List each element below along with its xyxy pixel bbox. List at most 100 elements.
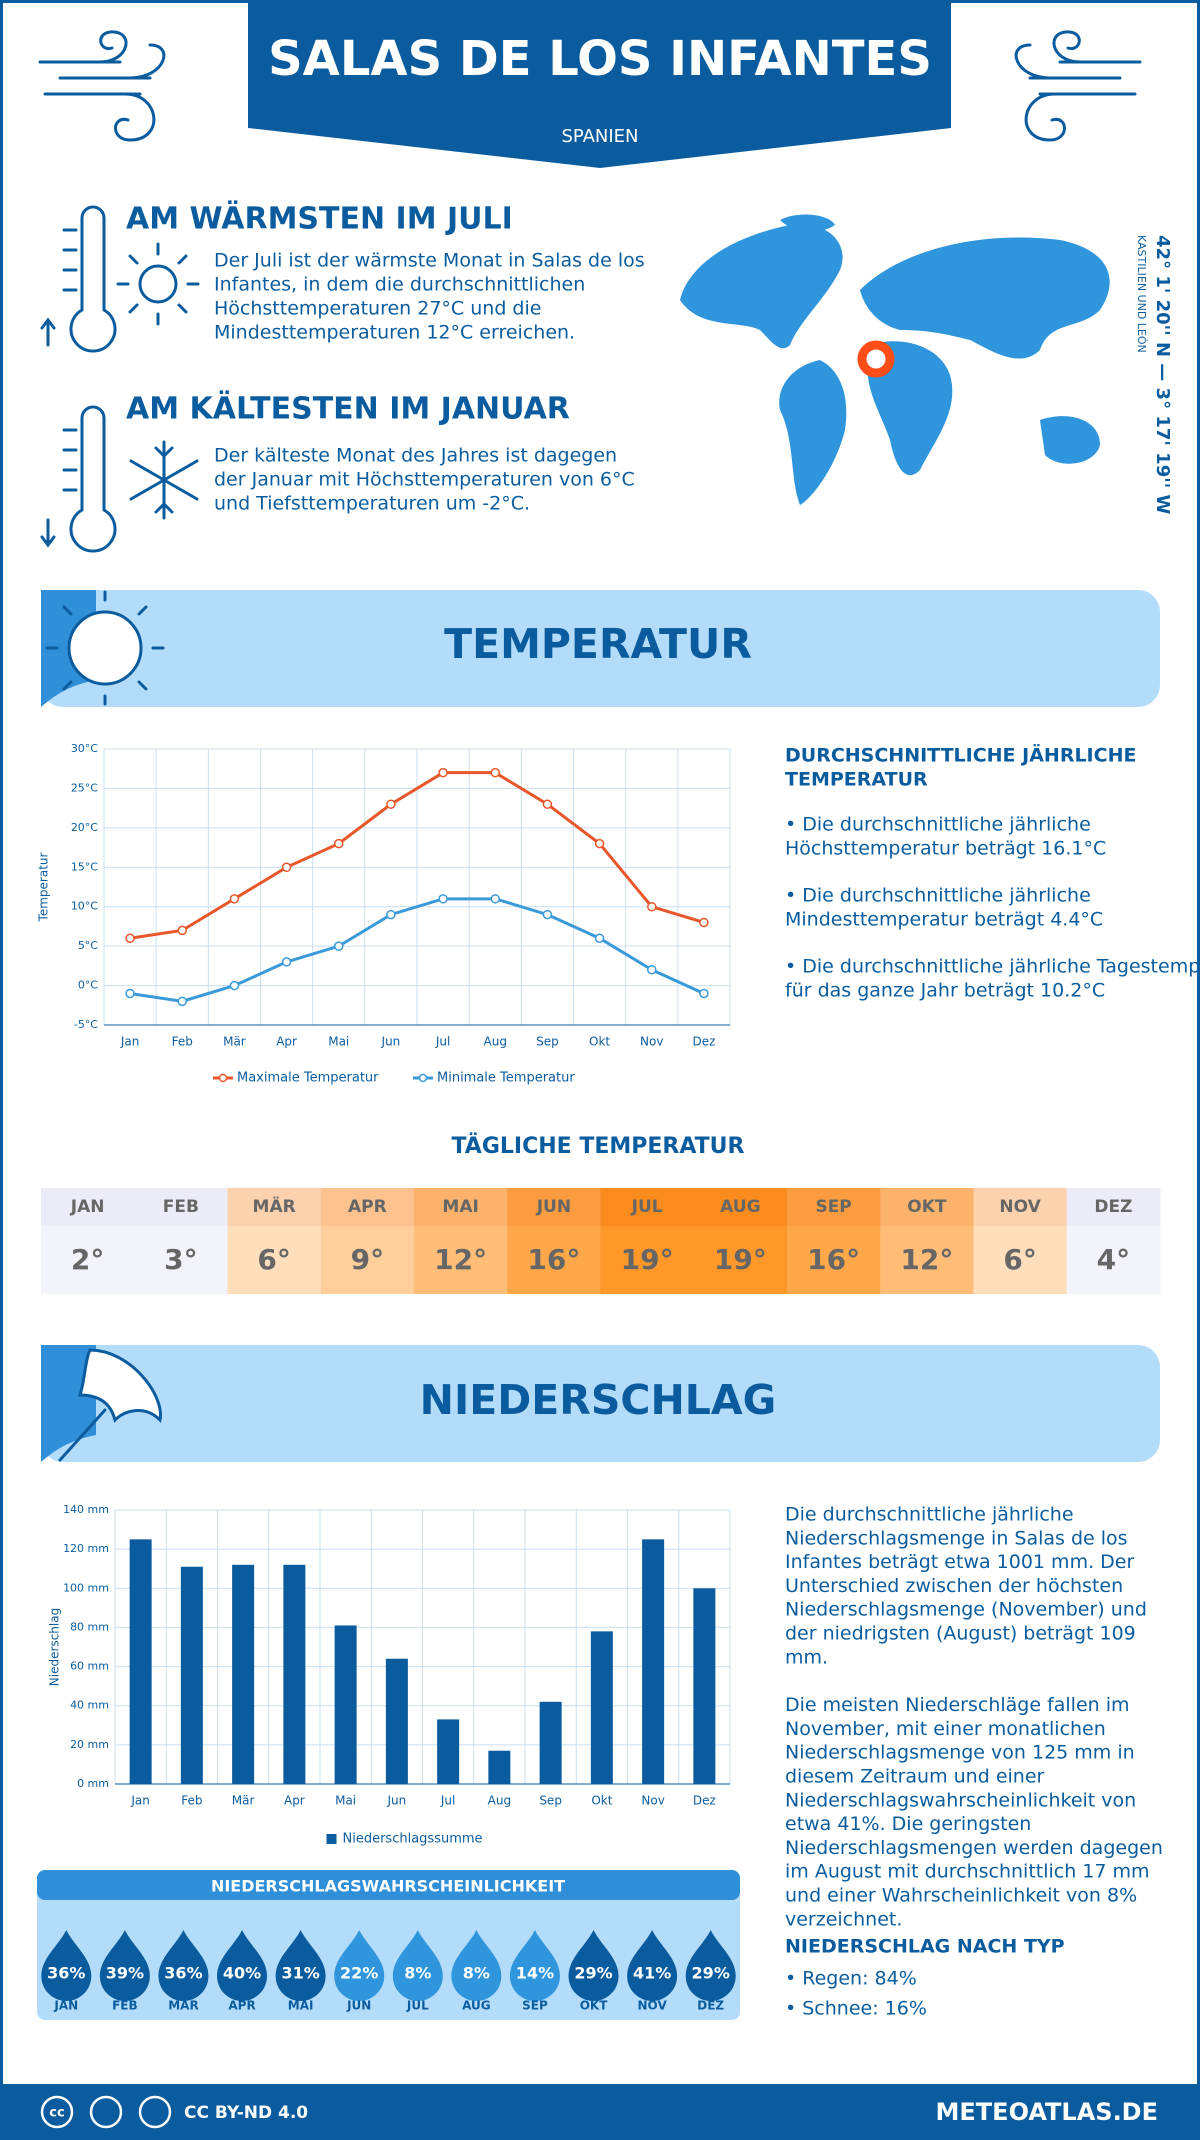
month-label: JUL (631, 1197, 663, 1217)
probability-drop (158, 1930, 209, 2001)
site: METEOATLAS.DE (936, 2098, 1158, 2126)
temp-cell-header (693, 1188, 788, 1226)
bullet-line: • Die durchschnittliche jährliche (785, 885, 1091, 907)
paragraph-line: im August mit durchschnittlich 17 mm (785, 1861, 1150, 1883)
x-tick-label: Okt (591, 1794, 612, 1808)
bar (437, 1719, 460, 1784)
temp-value: 4° (1097, 1243, 1130, 1276)
wind-icon-right (1014, 30, 1142, 142)
y-tick-label: 15°C (71, 860, 98, 873)
temp-cell-header (227, 1188, 322, 1226)
probability-title: NIEDERSCHLAGSWAHRSCHEINLICHKEIT (211, 1877, 565, 1896)
probability-drop (568, 1930, 619, 2001)
legend-swatch-point (418, 1073, 428, 1083)
cc-icon-text: cc (49, 2106, 64, 2121)
probability-drop (392, 1930, 443, 2001)
temp-value: 19° (621, 1243, 674, 1276)
point (229, 980, 240, 991)
x-tick-label: Jan (120, 1035, 140, 1049)
temp-cell (507, 1226, 601, 1294)
y-tick-label: 80 mm (70, 1620, 109, 1633)
probability-value: 41% (633, 1964, 671, 1983)
wind-icon-left (38, 30, 166, 142)
thermometer-cold-icon (40, 405, 199, 553)
month-label: NOV (999, 1197, 1041, 1217)
paragraph-line: diesem Zeitraum und einer (785, 1766, 1045, 1788)
point (542, 799, 553, 809)
temp-cell-header (880, 1188, 974, 1226)
paragraph-line: Infantes beträgt etwa 1001 mm. Der (785, 1551, 1134, 1573)
paragraph-line: der niedrigsten (August) beträgt 109 (785, 1623, 1136, 1645)
x-tick-label: Feb (181, 1794, 202, 1808)
y-tick-label: 20 mm (70, 1738, 109, 1751)
legend-label: Minimale Temperatur (437, 1071, 575, 1086)
y-tick-label: 120 mm (63, 1542, 109, 1555)
point (386, 799, 396, 809)
point (542, 909, 553, 920)
bullet-line: • Die durchschnittliche jährliche Tagest… (785, 956, 1200, 978)
bar (180, 1566, 203, 1784)
probability-drop (685, 1930, 736, 2001)
month-label: JUN (536, 1197, 571, 1217)
coordinates: 42° 1' 20'' N — 3° 17' 19'' W (1152, 235, 1173, 515)
x-tick-label: Feb (172, 1035, 193, 1049)
probability-drop (217, 1930, 268, 2001)
x-tick-label: Apr (284, 1794, 305, 1808)
x-tick-label: Mär (232, 1794, 255, 1808)
section-heading: NIEDERSCHLAG (420, 1376, 777, 1424)
probability-drop (41, 1930, 92, 2001)
temp-cell-header (41, 1188, 135, 1226)
point (699, 917, 709, 928)
section-heading: TEMPERATUR (444, 620, 752, 668)
x-tick-label: Okt (589, 1035, 610, 1049)
bar (283, 1564, 306, 1784)
bar (642, 1539, 665, 1784)
point (647, 901, 657, 912)
y-tick-label: 10°C (71, 900, 98, 913)
month-label: AUG (720, 1197, 760, 1217)
temp-value: 6° (1003, 1243, 1036, 1276)
probability-month: JUL (406, 1999, 429, 2013)
text-line: Der kälteste Monat des Jahres ist dagege… (214, 445, 617, 467)
temp-cell-header (414, 1188, 508, 1226)
y-tick-label: 0°C (78, 979, 98, 992)
point (125, 933, 135, 944)
y-tick-label: 20°C (71, 821, 98, 834)
paragraph-line: Niederschlagswahrscheinlichkeit von (785, 1789, 1136, 1811)
month-label: JAN (70, 1197, 105, 1217)
y-tick-label: 5°C (78, 939, 98, 952)
probability-drop (334, 1930, 385, 2001)
text-line: Mindesttemperaturen 12°C erreichen. (214, 322, 575, 344)
x-tick-label: Jun (381, 1035, 401, 1049)
paragraph-line: Unterschied zwischen der höchsten (785, 1575, 1123, 1597)
temp-cell (973, 1226, 1068, 1294)
probability-value: 40% (223, 1964, 261, 1983)
text-line: und Tiefsttemperaturen um -2°C. (214, 493, 530, 515)
temp-value: 12° (900, 1243, 953, 1276)
coldest-title: AM KÄLTESTEN IM JANUAR (126, 391, 570, 427)
x-tick-label: Sep (539, 1794, 562, 1808)
temp-value: 16° (527, 1243, 580, 1276)
temp-cell (693, 1226, 788, 1294)
paragraph-line: November, mit einer monatlichen (785, 1718, 1106, 1740)
probability-value: 36% (47, 1964, 85, 1983)
temp-cell (414, 1226, 508, 1294)
x-tick-label: Jul (435, 1035, 450, 1049)
x-tick-label: Mai (335, 1794, 356, 1808)
point (594, 933, 605, 944)
legend-label: Maximale Temperatur (237, 1071, 379, 1086)
text-line: Der Juli ist der wärmste Monat in Salas … (214, 250, 645, 272)
temp-cell-header (973, 1188, 1068, 1226)
probability-value: 8% (463, 1964, 490, 1983)
x-tick-label: Mär (223, 1035, 246, 1049)
x-tick-label: Sep (536, 1035, 559, 1049)
thermometer-warm-icon (40, 205, 200, 353)
sun-icon (45, 590, 165, 706)
bullet-line: • Die durchschnittliche jährliche (785, 814, 1091, 836)
probability-box (37, 1870, 740, 2020)
bar (129, 1539, 152, 1784)
temp-cell (880, 1226, 974, 1294)
temp-cell (41, 1226, 135, 1294)
probability-value: 29% (692, 1964, 730, 1983)
